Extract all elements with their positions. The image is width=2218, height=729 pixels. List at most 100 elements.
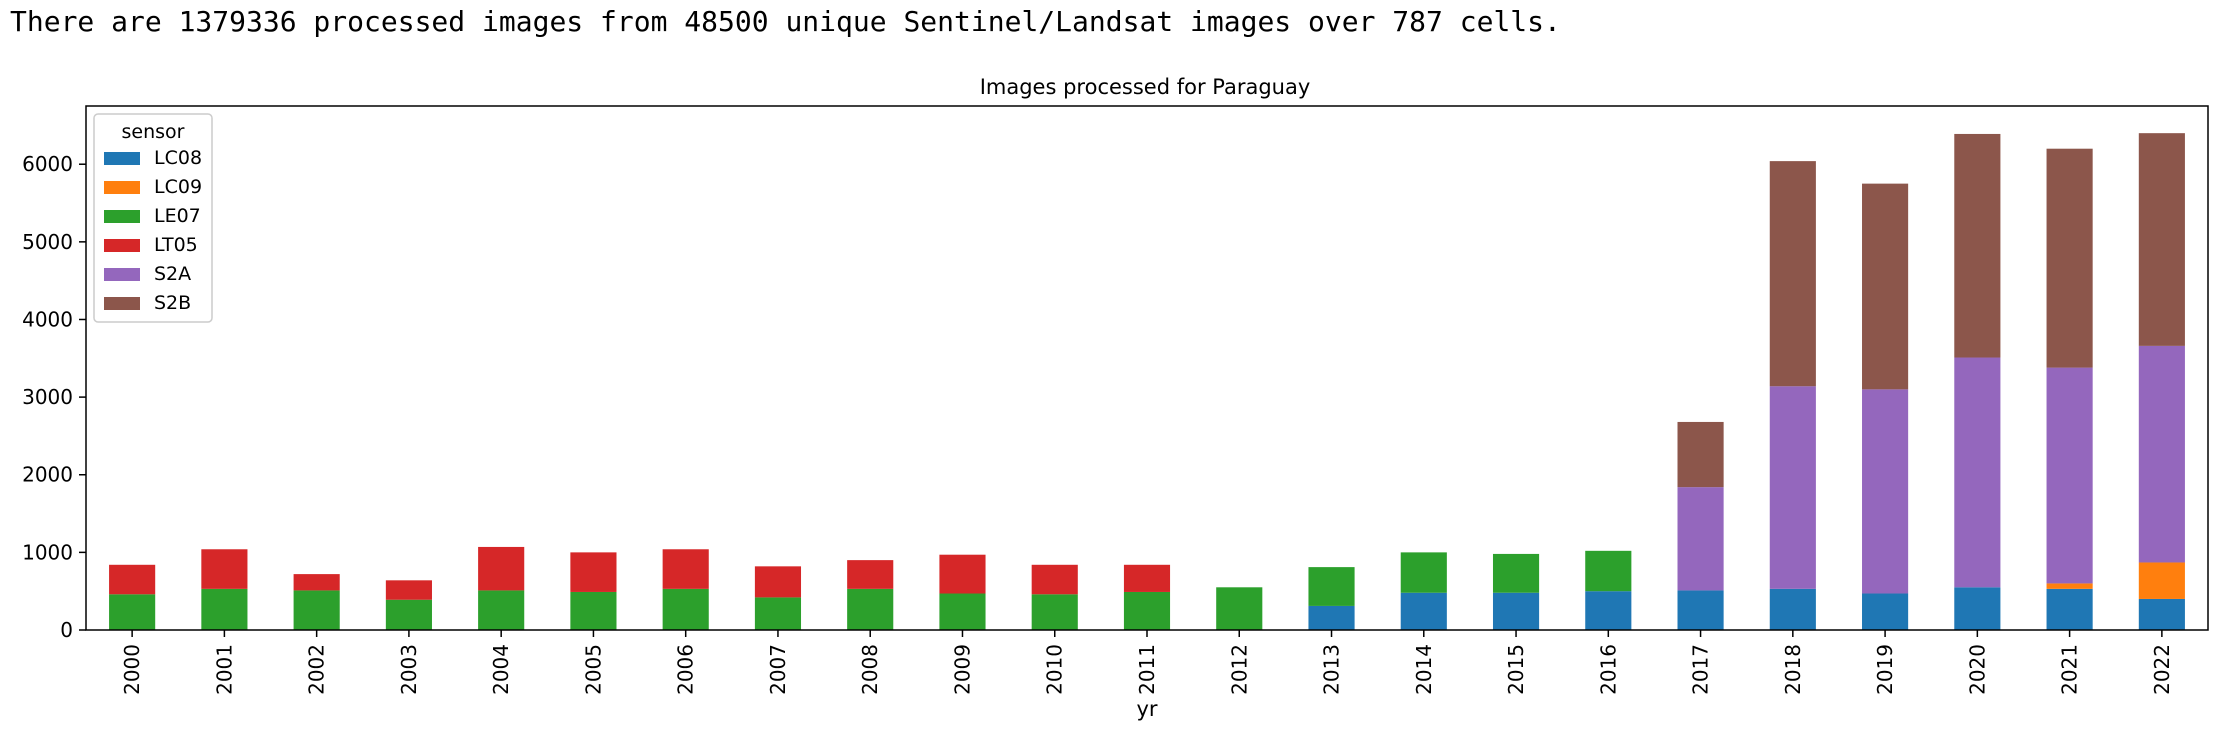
legend-label-lc08: LC08: [154, 147, 202, 169]
bar-le07-2012: [1216, 587, 1263, 630]
summary-text: There are 1379336 processed images from …: [10, 5, 1561, 38]
x-tick-label: 2018: [1781, 644, 1805, 695]
x-tick-label: 2006: [674, 644, 698, 695]
plot-area: [109, 133, 2185, 630]
bar-le07-2009: [939, 593, 986, 630]
bar-le07-2014: [1400, 552, 1447, 593]
bar-lt05-2001: [201, 549, 248, 589]
bar-s2a-2019: [1862, 389, 1909, 594]
bar-lt05-2007: [754, 566, 802, 598]
bar-le07-2010: [1031, 594, 1078, 630]
bar-le07-2002: [293, 590, 340, 630]
legend-swatch-s2a: [104, 268, 140, 281]
x-tick-label: 2009: [950, 644, 974, 695]
legend-label-s2a: S2A: [154, 263, 191, 285]
bar-lt05-2008: [847, 560, 894, 589]
legend-swatch-lc09: [104, 181, 140, 194]
y-axis: 0 1000 2000 3000 4000 5000 6000: [22, 152, 86, 642]
x-tick-label: 2014: [1412, 644, 1436, 695]
legend: sensor LC08 LC09 LE07 LT05 S2A S2B: [93, 113, 213, 323]
bar-le07-2003: [385, 599, 432, 630]
y-tick-label: 4000: [22, 307, 73, 331]
bar-s2a-2021: [2046, 367, 2093, 584]
bar-lt05-2006: [662, 549, 709, 589]
bar-le07-2006: [662, 588, 709, 630]
y-tick-label: 6000: [22, 152, 73, 176]
bar-le07-2016: [1585, 550, 1632, 592]
x-tick-label: 2010: [1043, 644, 1067, 695]
x-tick-label: 2021: [2058, 644, 2082, 695]
bar-lt05-2004: [478, 546, 525, 591]
bar-lc09-2022: [2138, 562, 2185, 599]
bar-s2b-2022: [2138, 133, 2185, 346]
bar-lc08-2015: [1492, 592, 1540, 630]
x-tick-label: 2000: [120, 644, 144, 695]
bar-lc08-2019: [1862, 593, 1909, 630]
bar-s2b-2020: [1954, 133, 2001, 358]
chart-title: Images processed for Paraguay: [980, 75, 1311, 99]
x-tick-label: 2003: [397, 644, 421, 695]
legend-label-lt05: LT05: [154, 234, 198, 256]
x-tick-label: 2019: [1873, 644, 1897, 695]
y-tick-label: 0: [60, 618, 73, 642]
x-tick-label: 2020: [1965, 644, 1989, 695]
bar-lc08-2017: [1677, 590, 1724, 630]
bar-lt05-2003: [385, 580, 432, 600]
x-tick-label: 2007: [766, 644, 790, 695]
bar-s2b-2019: [1862, 183, 1909, 390]
bar-le07-2015: [1492, 553, 1540, 593]
x-tick-label: 2005: [581, 644, 605, 695]
x-tick-label: 2001: [212, 644, 236, 695]
x-axis: 2000 2001 2002 2003 2004 2005 2006 2007 2008 2009…: [120, 630, 2174, 695]
bar-lc08-2018: [1769, 588, 1816, 630]
bar-s2b-2021: [2046, 148, 2093, 368]
x-tick-label: 2008: [858, 644, 882, 695]
bar-le07-2008: [847, 588, 894, 630]
x-tick-label: 2004: [489, 644, 513, 695]
plot-frame: [85, 105, 2209, 631]
bar-s2a-2022: [2138, 345, 2185, 563]
bar-lt05-2010: [1031, 564, 1078, 595]
legend-title: sensor: [122, 121, 185, 143]
bar-s2a-2020: [1954, 357, 2001, 588]
legend-swatch-lc08: [104, 152, 140, 165]
y-tick-label: 5000: [22, 230, 73, 254]
bar-s2a-2017: [1677, 487, 1724, 591]
bar-le07-2001: [201, 588, 248, 630]
bar-lc08-2020: [1954, 587, 2001, 630]
bar-lt05-2009: [939, 554, 986, 594]
x-tick-label: 2022: [2150, 644, 2174, 695]
legend-label-s2b: S2B: [154, 292, 191, 314]
x-tick-label: 2016: [1596, 644, 1620, 695]
x-axis-label: yr: [1136, 697, 1157, 721]
bar-lc09-2021: [2046, 583, 2093, 589]
bar-le07-2000: [109, 594, 156, 630]
legend-swatch-le07: [104, 210, 140, 223]
legend-label-lc09: LC09: [154, 176, 202, 198]
x-tick-label: 2015: [1504, 644, 1528, 695]
bar-le07-2013: [1308, 567, 1355, 606]
x-tick-label: 2011: [1135, 644, 1159, 695]
y-tick-label: 3000: [22, 385, 73, 409]
bar-lc08-2013: [1308, 605, 1355, 630]
bar-lt05-2011: [1123, 564, 1171, 592]
x-tick-label: 2012: [1227, 644, 1251, 695]
bar-lc08-2016: [1585, 591, 1632, 630]
bar-lt05-2002: [293, 574, 340, 591]
legend-swatch-s2b: [104, 297, 140, 310]
bar-s2a-2018: [1769, 386, 1816, 589]
y-tick-label: 2000: [22, 463, 73, 487]
x-tick-label: 2013: [1320, 644, 1344, 695]
bar-lc08-2014: [1400, 592, 1447, 630]
bar-le07-2004: [478, 590, 525, 630]
bar-le07-2005: [570, 591, 617, 630]
bar-lt05-2000: [109, 564, 156, 595]
bar-lc08-2021: [2046, 588, 2093, 630]
legend-swatch-lt05: [104, 239, 140, 252]
x-tick-label: 2002: [305, 644, 329, 695]
x-tick-label: 2017: [1689, 644, 1713, 695]
bar-le07-2007: [754, 597, 802, 630]
bar-lc08-2022: [2138, 598, 2185, 630]
bar-lt05-2005: [570, 552, 617, 592]
